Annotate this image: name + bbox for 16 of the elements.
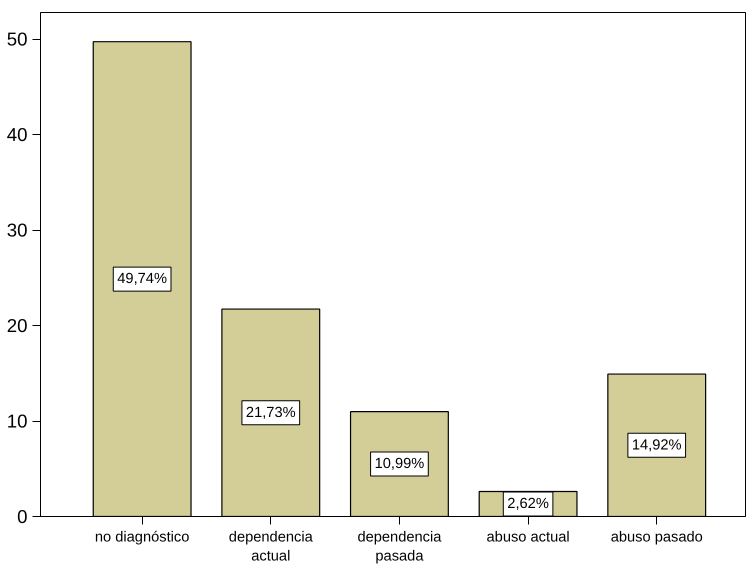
x-tick-label: dependencia pasada xyxy=(357,530,442,565)
y-tick-label: 50 xyxy=(6,28,28,50)
y-tick-label: 40 xyxy=(6,124,28,146)
y-tick-label: 10 xyxy=(6,410,28,432)
y-tick-label: 20 xyxy=(6,315,28,336)
data-label: 49,74% xyxy=(117,271,167,288)
data-label: 14,92% xyxy=(632,437,682,454)
data-label: 21,73% xyxy=(246,404,296,421)
x-tick-label: abuso actual xyxy=(486,530,570,546)
x-tick-label: abuso pasado xyxy=(610,530,703,546)
x-tick-label: no diagnóstico xyxy=(94,530,190,546)
data-label: 10,99% xyxy=(374,456,424,472)
x-tick-label: dependencia actual xyxy=(228,530,314,565)
y-tick-label: 30 xyxy=(6,220,28,241)
data-label: 2,62% xyxy=(507,496,549,512)
y-tick-label: 0 xyxy=(17,506,28,527)
